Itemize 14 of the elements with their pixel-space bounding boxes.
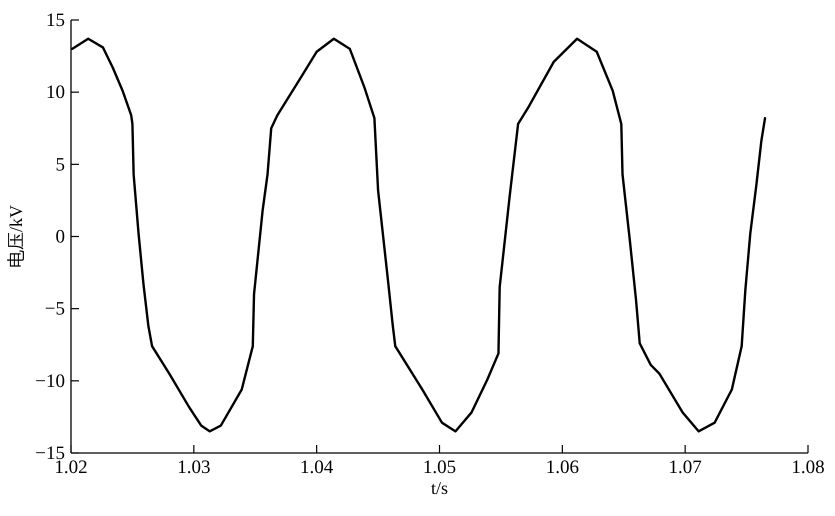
y-tick-label: 10 — [46, 82, 65, 104]
y-tick-label: −5 — [44, 298, 65, 320]
y-axis-title: 电压/kV — [6, 205, 26, 268]
x-axis-title: t/s — [430, 478, 448, 498]
y-tick-label: 0 — [56, 226, 65, 248]
y-tick-label: 5 — [56, 154, 65, 176]
x-tick-label: 1.07 — [668, 457, 702, 478]
x-tick-label: 1.06 — [546, 457, 579, 478]
y-tick-label: 15 — [46, 10, 65, 31]
x-tick-label: 1.05 — [422, 457, 456, 478]
x-tick-label: 1.03 — [177, 457, 210, 478]
x-tick-label: 1.04 — [300, 457, 334, 478]
y-tick-label: −10 — [35, 370, 65, 392]
x-tick-label: 1.08 — [791, 457, 825, 478]
